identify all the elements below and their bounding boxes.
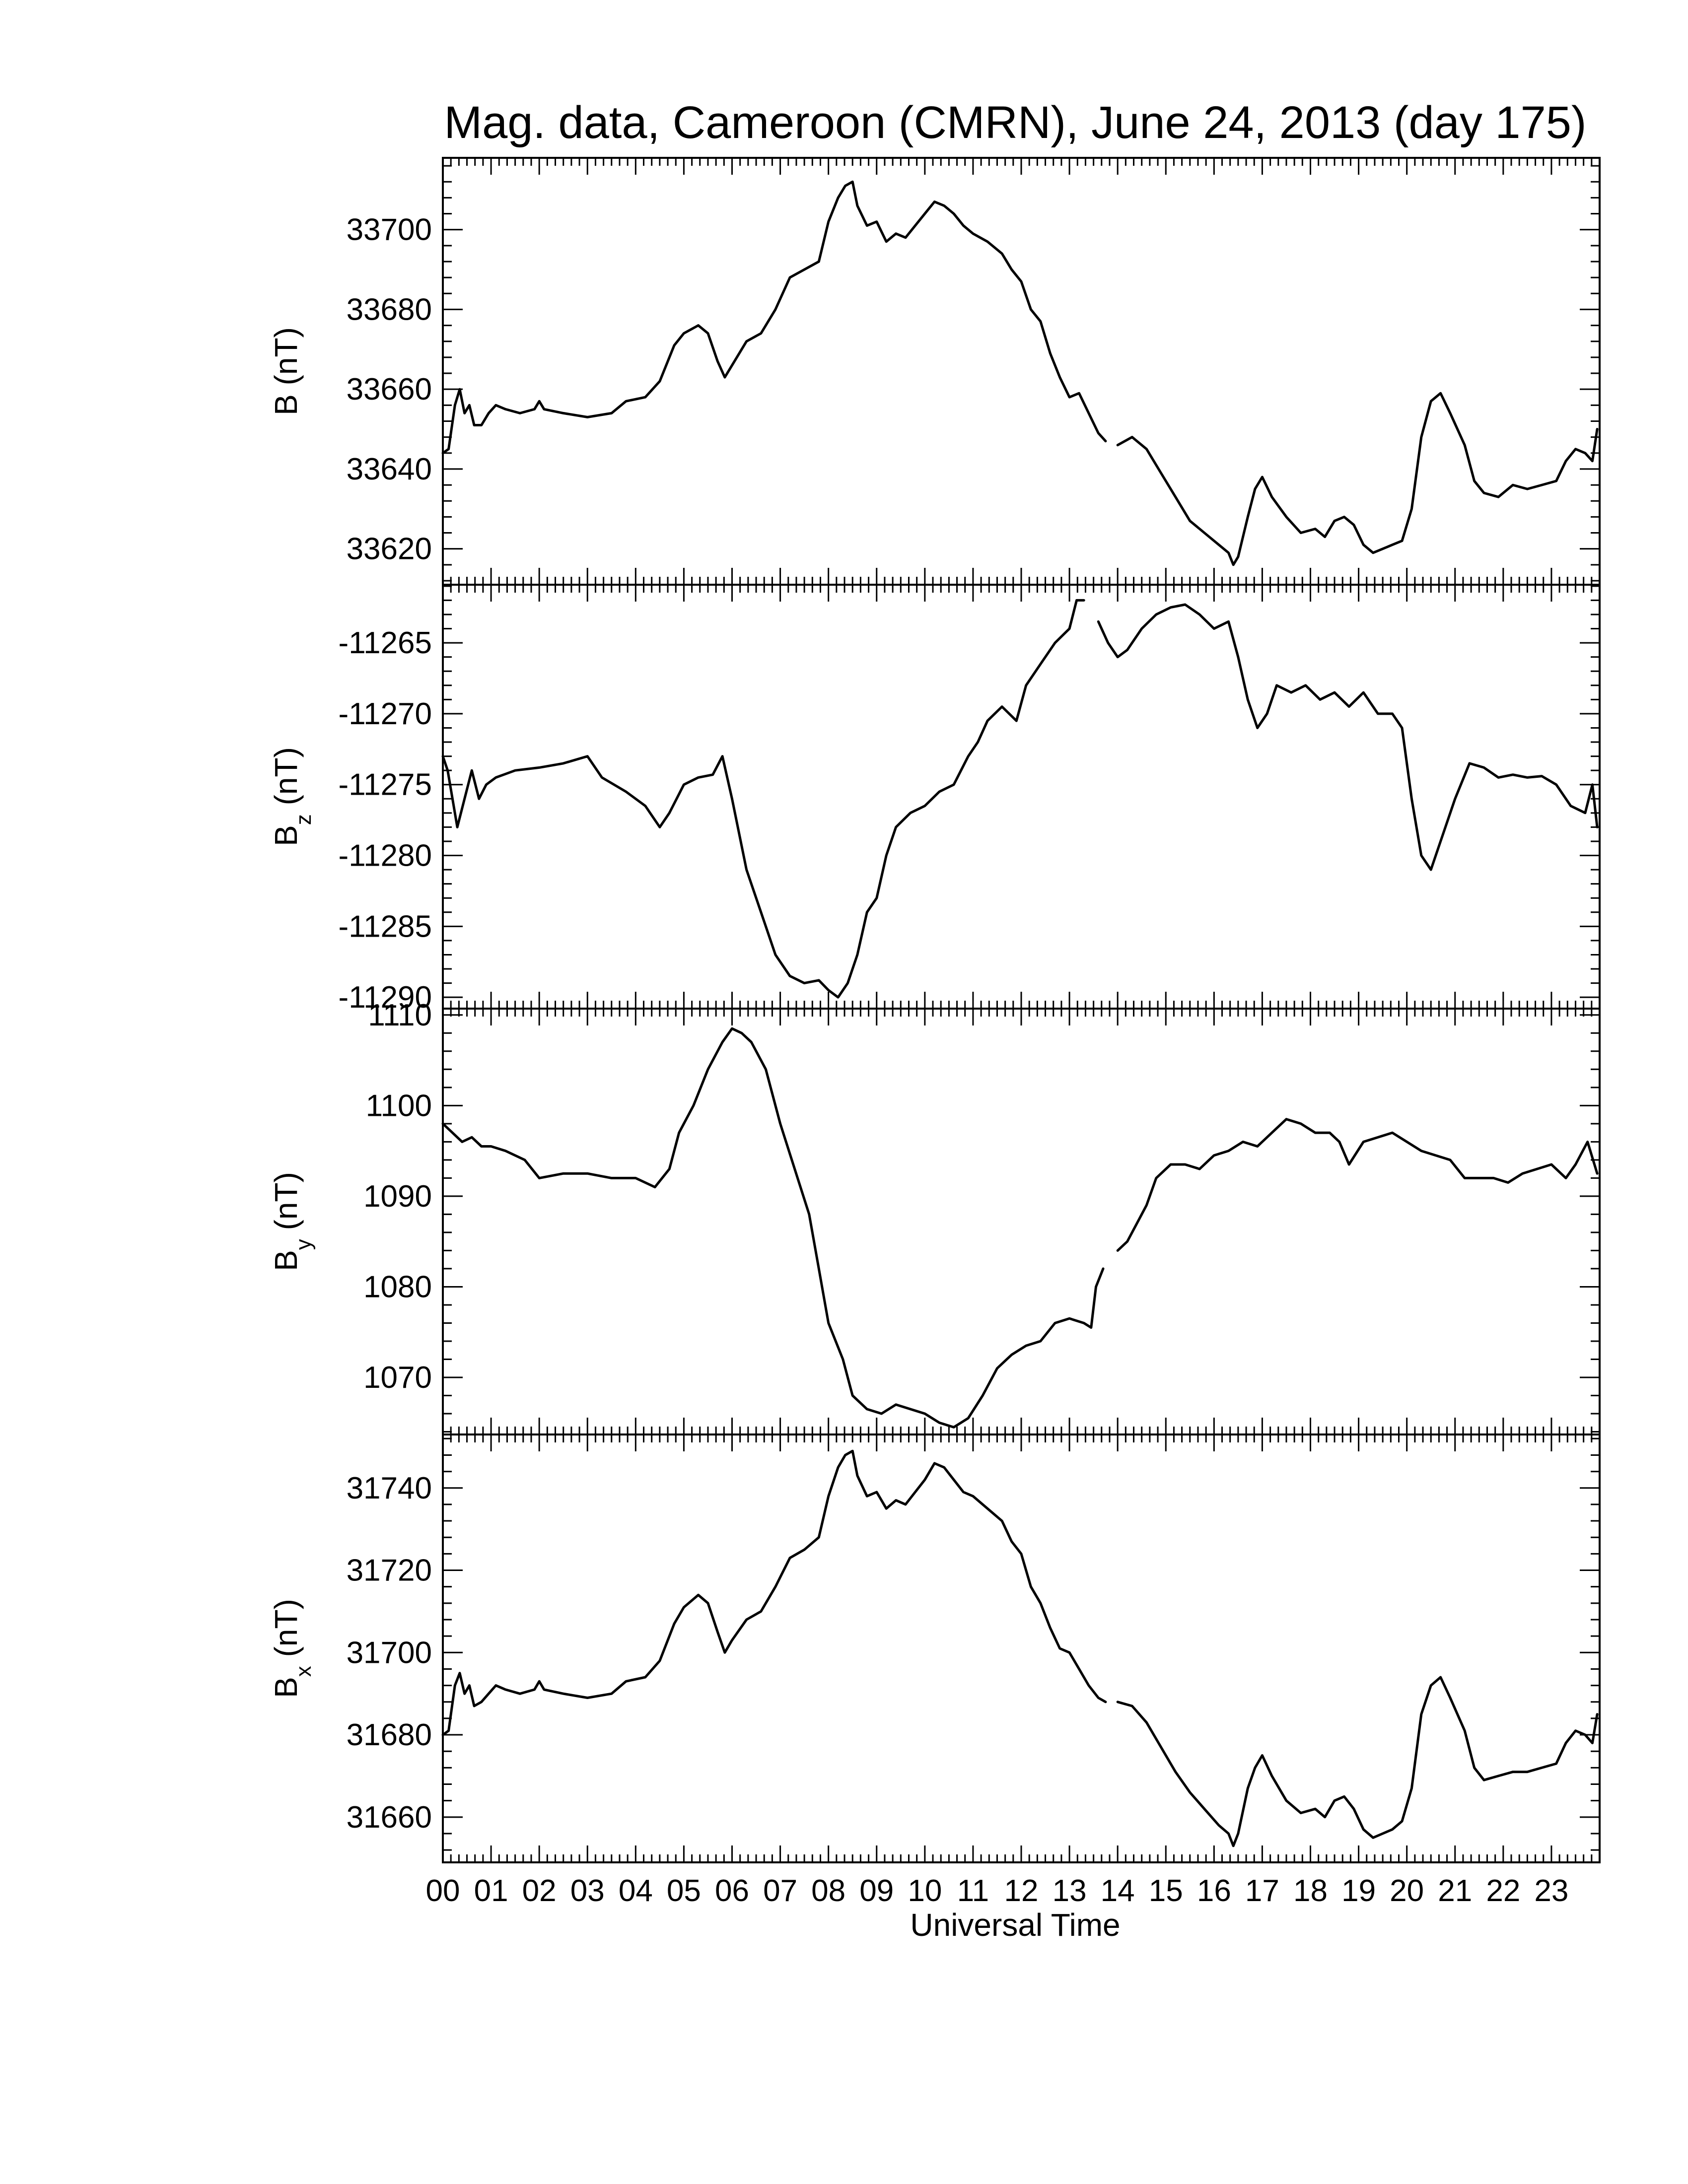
y-tick-label: -11285 <box>339 909 432 944</box>
y-axis-label: Bx (nT) <box>268 1599 316 1698</box>
y-tick-label: 31720 <box>347 1554 432 1588</box>
y-tick-label: 1100 <box>366 1089 432 1123</box>
x-tick-label: 07 <box>763 1874 797 1908</box>
chart-title: Mag. data, Cameroon (CMRN), June 24, 201… <box>444 97 1586 148</box>
x-tick-label: 19 <box>1341 1874 1376 1908</box>
x-tick-label: 22 <box>1486 1874 1520 1908</box>
x-tick-label: 11 <box>957 1874 989 1908</box>
x-tick-label: 20 <box>1390 1874 1424 1908</box>
y-tick-label: 31700 <box>347 1636 432 1670</box>
y-axis-label: B (nT) <box>268 327 304 415</box>
x-tick-labels: 00 01 02 03 04 05 06 07 08 09 10 11 12 13 14 15 16 17 18 19… <box>426 1874 1569 1908</box>
panel-frame <box>442 1008 1601 1435</box>
panel-frame <box>442 584 1601 1010</box>
panel-B: 33620 33640 33660 33680 33700 B (nT) <box>268 157 1601 586</box>
x-tick-label: 01 <box>474 1874 508 1908</box>
x-tick-label: 17 <box>1245 1874 1279 1908</box>
y-tick-label: -11270 <box>339 697 432 731</box>
x-tick-label: 13 <box>1053 1874 1087 1908</box>
y-tick-label: 1070 <box>363 1361 432 1395</box>
y-tick-label: -11265 <box>339 626 432 660</box>
y-tick-label: 33620 <box>347 532 432 566</box>
y-tick-label: -11275 <box>339 768 432 802</box>
x-tick-label: 18 <box>1293 1874 1328 1908</box>
x-tick-label: 14 <box>1101 1874 1135 1908</box>
x-tick-label: 12 <box>1004 1874 1039 1908</box>
x-tick-label: 02 <box>522 1874 557 1908</box>
series-line-B <box>441 180 1599 566</box>
y-tick-label: 33640 <box>347 452 432 486</box>
x-tick-label: 09 <box>859 1874 894 1908</box>
y-tick-label: 33680 <box>347 292 432 327</box>
y-tick-label: 31740 <box>347 1471 432 1505</box>
y-tick-label: 31680 <box>347 1718 432 1752</box>
panel-frame <box>442 1433 1601 1863</box>
x-tick-label: 10 <box>908 1874 942 1908</box>
y-tick-label: 1090 <box>363 1179 432 1214</box>
y-axis-label: Bz (nT) <box>268 747 316 846</box>
series-line-Bx <box>441 1449 1599 1847</box>
x-tick-label: 06 <box>715 1874 749 1908</box>
y-tick-label: -11290 <box>339 980 432 1015</box>
y-tick-label: 31660 <box>347 1800 432 1835</box>
y-tick-label: 1110 <box>368 998 432 1032</box>
y-tick-label: 1080 <box>363 1270 432 1304</box>
x-tick-label: 00 <box>426 1874 460 1908</box>
series-line-Bz <box>441 599 1599 999</box>
x-tick-label: 16 <box>1197 1874 1231 1908</box>
y-tick-label: -11280 <box>339 839 432 873</box>
panel-Bz: -11290 -11285 -11280 -11275 -11270 -11265 Bz (… <box>268 584 1601 1015</box>
panel-Bx: 31660 31680 31700 31720 31740 Bx (nT) <box>268 1433 1601 1863</box>
y-tick-label: 33700 <box>347 213 432 247</box>
x-tick-label: 15 <box>1149 1874 1183 1908</box>
y-axis-label: By (nT) <box>268 1172 316 1271</box>
x-tick-label: 21 <box>1438 1874 1472 1908</box>
y-tick-label: 33660 <box>347 372 432 407</box>
series-line-By <box>441 1027 1599 1429</box>
panel-By: 1070 1080 1090 1100 1110 By (nT) <box>268 998 1601 1435</box>
panel-frame <box>442 157 1601 586</box>
x-tick-label: 04 <box>619 1874 653 1908</box>
x-tick-label: 08 <box>811 1874 845 1908</box>
x-tick-label: 23 <box>1534 1874 1568 1908</box>
x-axis-label: Universal Time <box>910 1907 1120 1943</box>
x-tick-label: 05 <box>667 1874 701 1908</box>
x-tick-label: 03 <box>570 1874 605 1908</box>
